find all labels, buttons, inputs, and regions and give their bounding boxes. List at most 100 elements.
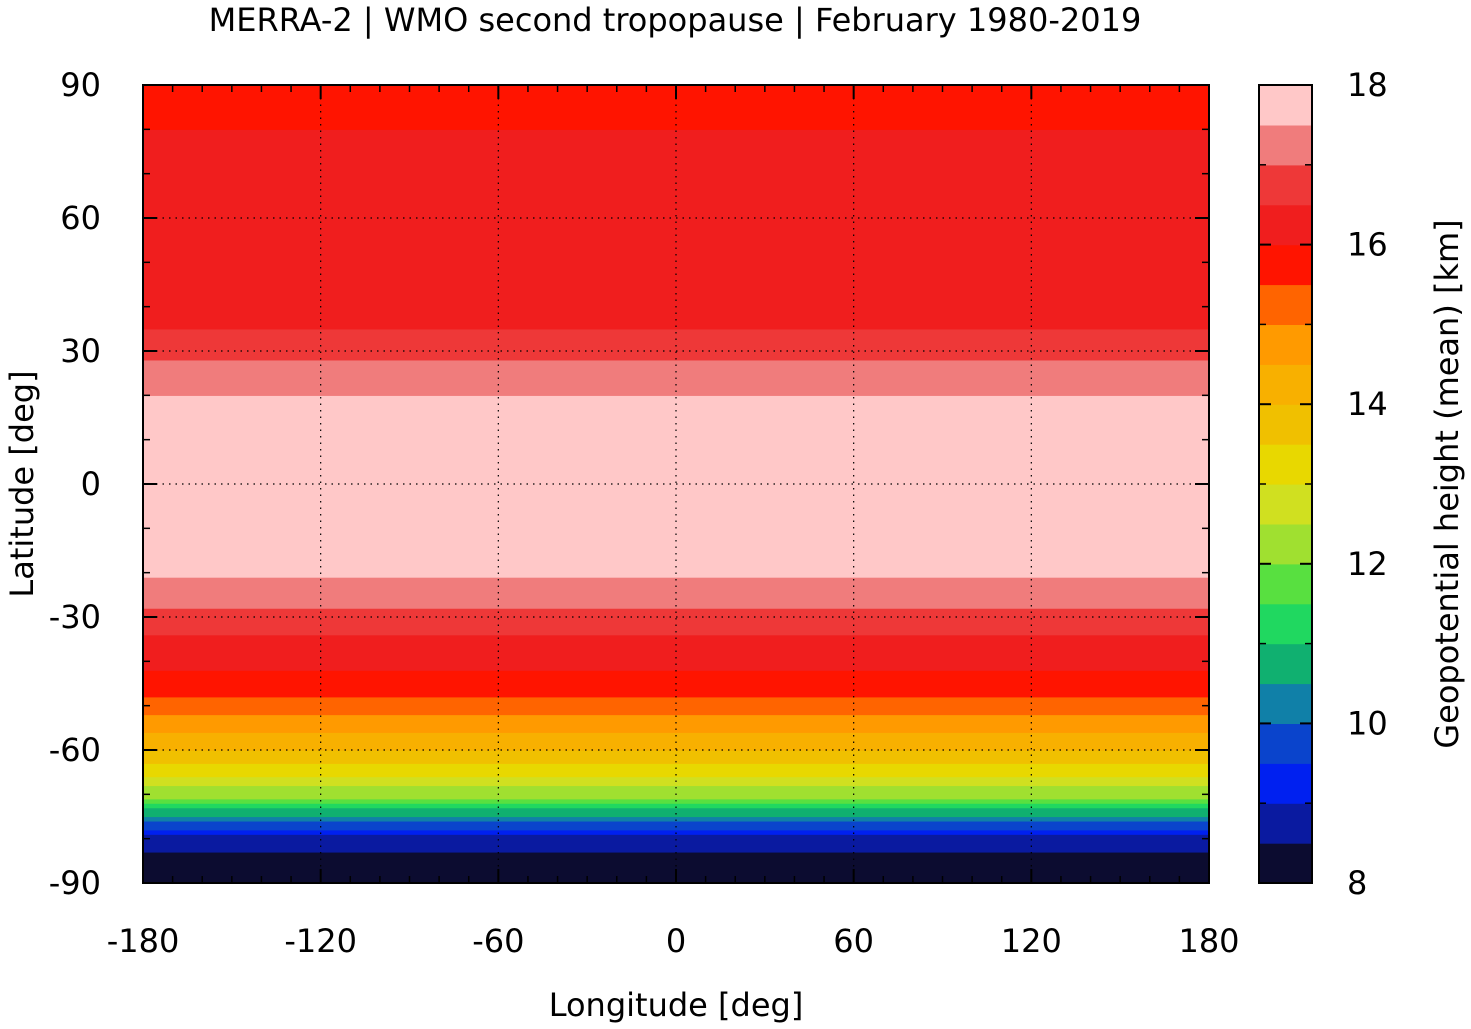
colorbar-tick-label: 14 — [1347, 385, 1388, 423]
map-band — [143, 138, 1209, 144]
colorbar-segment — [1259, 563, 1312, 605]
map-band — [143, 705, 1209, 711]
map-band — [143, 865, 1209, 871]
colorbar-segment — [1259, 603, 1312, 645]
map-band — [143, 457, 1209, 463]
map-band — [143, 333, 1209, 339]
x-tick-label: -60 — [472, 922, 524, 960]
map-band — [143, 280, 1209, 286]
chart-title: MERRA-2 | WMO second tropopause | Februa… — [209, 1, 1142, 39]
y-tick-label: -30 — [49, 598, 101, 636]
map-band — [143, 608, 1209, 614]
map-band — [143, 710, 1209, 716]
x-tick-label: 120 — [1001, 922, 1062, 960]
map-band — [143, 696, 1209, 702]
x-axis-label: Longitude [deg] — [549, 986, 804, 1024]
map-band — [143, 98, 1209, 104]
colorbar-segment — [1259, 244, 1312, 286]
map-band — [143, 727, 1209, 733]
map-band — [143, 160, 1209, 166]
map-band — [143, 452, 1209, 458]
map-band — [143, 625, 1209, 631]
map-band — [143, 182, 1209, 188]
map-band — [143, 364, 1209, 370]
map-band — [143, 218, 1209, 224]
colorbar-segment — [1259, 803, 1312, 844]
map-band — [143, 497, 1209, 503]
map-band — [143, 302, 1209, 308]
map-band — [143, 439, 1209, 445]
map-band — [143, 718, 1209, 724]
map-band — [143, 444, 1209, 450]
colorbar-segment — [1259, 523, 1312, 565]
map-band — [143, 656, 1209, 662]
colorbar-segment — [1259, 643, 1312, 685]
y-tick-label: 30 — [60, 332, 101, 370]
map-band — [143, 470, 1209, 476]
colorbar-label: Geopotential height (mean) [km] — [1428, 219, 1466, 748]
map-band — [143, 306, 1209, 312]
map-band — [143, 683, 1209, 689]
map-band — [143, 253, 1209, 259]
map-band — [143, 594, 1209, 600]
y-axis-label: Latitude [deg] — [3, 370, 41, 597]
map-band — [143, 634, 1209, 640]
map-band — [143, 692, 1209, 698]
map-band — [143, 430, 1209, 436]
map-band — [143, 195, 1209, 201]
map-band — [143, 475, 1209, 481]
map-band — [143, 754, 1209, 760]
colorbar-tick-label: 10 — [1347, 704, 1388, 742]
grid — [143, 85, 1209, 883]
colorbar-segment — [1259, 164, 1312, 206]
map-band — [143, 155, 1209, 161]
colorbar-frame — [1258, 84, 1313, 884]
map-band — [143, 288, 1209, 294]
map-band — [143, 723, 1209, 729]
map-band — [143, 147, 1209, 153]
map-band — [143, 413, 1209, 419]
map-band — [143, 812, 1209, 818]
map-band — [143, 191, 1209, 197]
map-band — [143, 741, 1209, 747]
map-band — [143, 523, 1209, 529]
map-band — [143, 670, 1209, 676]
map-band — [143, 776, 1209, 782]
x-tick-label: 0 — [666, 922, 686, 960]
map-band — [143, 120, 1209, 126]
map-band — [143, 732, 1209, 738]
map-band — [143, 794, 1209, 800]
map-band — [143, 860, 1209, 866]
map-band — [143, 838, 1209, 844]
colorbar-tick-label: 12 — [1347, 545, 1388, 583]
map-band — [143, 390, 1209, 396]
map-band — [143, 484, 1209, 490]
map-band — [143, 617, 1209, 623]
map-band — [143, 643, 1209, 649]
y-tick-label: 60 — [60, 199, 101, 237]
map-band — [143, 124, 1209, 130]
x-tick-label: 60 — [833, 922, 874, 960]
map-band — [143, 820, 1209, 826]
map-band — [143, 178, 1209, 184]
map-band — [143, 528, 1209, 534]
map-band — [143, 554, 1209, 560]
map-band — [143, 461, 1209, 467]
map-band — [143, 789, 1209, 795]
colorbar-segment — [1259, 444, 1312, 485]
map-band — [143, 373, 1209, 379]
colorbar-segment — [1259, 324, 1312, 365]
map-band — [143, 262, 1209, 268]
colorbar-tick-label: 16 — [1347, 226, 1388, 264]
map-band — [143, 164, 1209, 170]
map-band — [143, 222, 1209, 228]
map-band — [143, 781, 1209, 787]
map-band — [143, 501, 1209, 507]
map-band — [143, 319, 1209, 325]
colorbar-segment — [1259, 683, 1312, 724]
map-band — [143, 315, 1209, 321]
map-band — [143, 585, 1209, 591]
map-band — [143, 767, 1209, 773]
colorbar-segment — [1259, 364, 1312, 405]
y-tick-label: -90 — [49, 864, 101, 902]
